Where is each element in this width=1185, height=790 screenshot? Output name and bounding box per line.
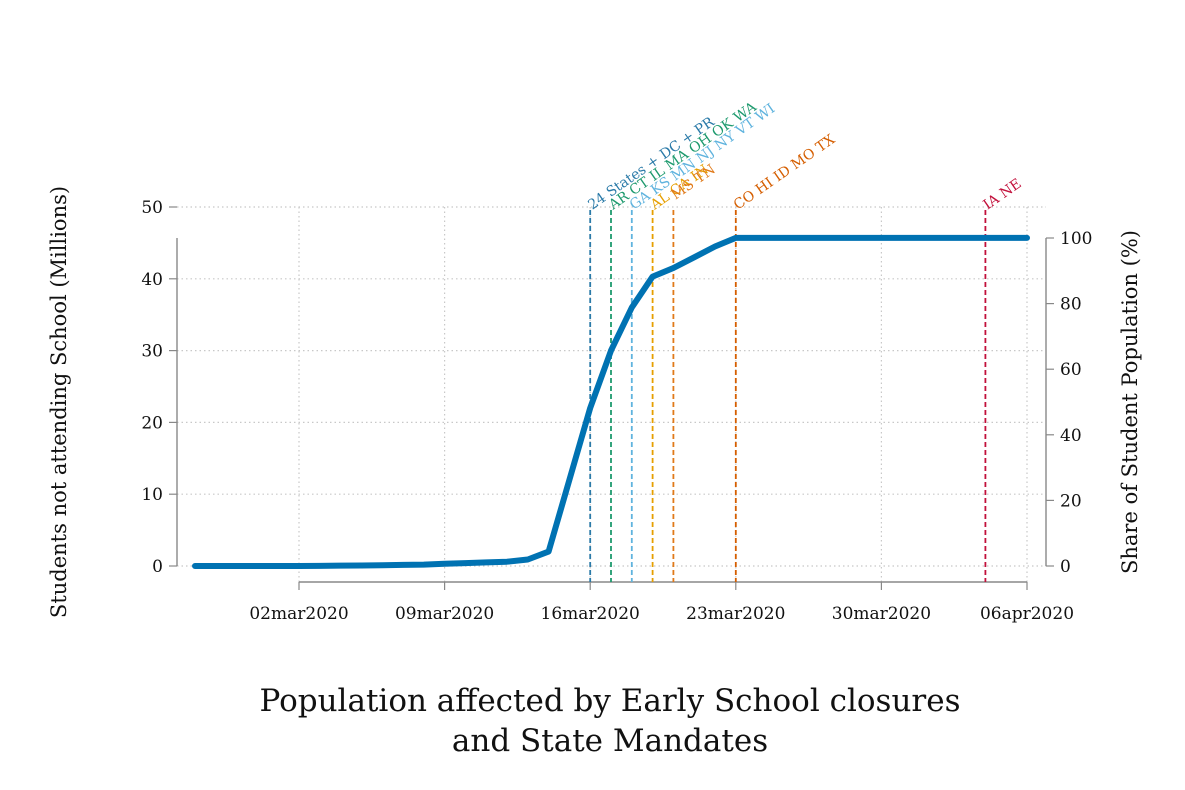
annotation-label: CO HI ID MO TX <box>731 132 838 214</box>
annotation-label: IA NE <box>981 176 1025 214</box>
axes: 0 10 20 30 40 50 02mar2020 09mar2020 16mar2020 23… <box>141 198 1092 624</box>
series-line <box>192 234 1030 569</box>
y2-tick-label: 40 <box>1060 426 1082 446</box>
y-tick-label: 50 <box>141 198 163 218</box>
x-tick-label: 09mar2020 <box>395 604 494 624</box>
x-tick-label: 02mar2020 <box>249 604 348 624</box>
y2-axis-title: Share of Student Population (%) <box>1118 230 1142 574</box>
caption-line-1: Population affected by Early School clos… <box>259 683 960 719</box>
y-axis-title: Students not attending School (Millions) <box>47 186 71 618</box>
y-tick-label: 20 <box>141 413 163 433</box>
x-tick-label: 30mar2020 <box>832 604 931 624</box>
series <box>192 234 1030 569</box>
y2-tick-label: 60 <box>1060 360 1082 380</box>
x-tick-label: 23mar2020 <box>686 604 785 624</box>
x-tick-label: 06apr2020 <box>980 604 1074 624</box>
caption-line-2: and State Mandates <box>452 723 768 759</box>
y2-tick-label: 0 <box>1060 557 1071 577</box>
y2-tick-label: 100 <box>1060 229 1092 249</box>
x-tick-label: 16mar2020 <box>541 604 640 624</box>
y-tick-label: 30 <box>141 342 163 362</box>
y2-tick-label: 20 <box>1060 491 1082 511</box>
y2-tick-label: 80 <box>1060 295 1082 315</box>
y-tick-label: 0 <box>152 557 163 577</box>
y-tick-label: 40 <box>141 270 163 290</box>
y-tick-label: 10 <box>141 485 163 505</box>
